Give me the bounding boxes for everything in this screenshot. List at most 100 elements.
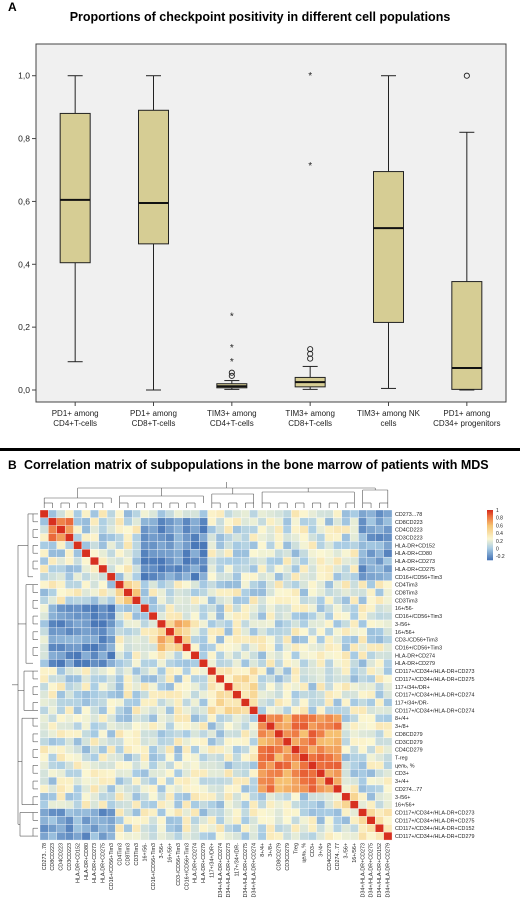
heatmap-cell <box>199 588 208 597</box>
row-label: 8+/4+ <box>395 716 409 722</box>
heatmap-cell <box>266 635 275 644</box>
heatmap-cell <box>73 651 83 660</box>
heatmap-cell <box>358 635 368 644</box>
heatmap-cell <box>207 753 217 762</box>
heatmap-cell <box>308 682 317 691</box>
heatmap-cell <box>106 800 116 809</box>
heatmap-cell <box>199 635 208 644</box>
heatmap-cell <box>182 611 192 621</box>
heatmap-cell <box>308 753 317 762</box>
heatmap-cell <box>341 580 351 589</box>
row-label: HLA-DR+CD275 <box>395 567 435 573</box>
heatmap-cell <box>165 611 175 621</box>
heatmap-cell <box>98 792 108 801</box>
heatmap-cell <box>115 517 125 526</box>
heatmap-cell <box>73 784 83 794</box>
heatmap-cell <box>199 674 208 684</box>
color-legend-swatch <box>487 557 493 560</box>
heatmap-cell <box>173 761 183 770</box>
heatmap-cell <box>190 745 200 754</box>
heatmap-cell <box>90 580 99 589</box>
row-label: CD117+/CD34+/HLA-DR+CD279 <box>395 834 474 840</box>
heatmap-cell <box>224 792 233 801</box>
heatmap-cell <box>182 816 192 825</box>
heatmap-cell <box>324 753 334 762</box>
heatmap-cell <box>123 611 133 621</box>
heatmap-cell <box>333 580 342 589</box>
heatmap-cell <box>165 596 175 605</box>
color-legend: 10.80.60.40.20-0.2 <box>487 508 505 561</box>
heatmap-cell <box>232 831 242 841</box>
column-label: CD117+/CD34+/HLA-DR+CD274 <box>251 843 257 898</box>
heatmap-cell <box>224 800 233 809</box>
color-legend-swatch <box>487 526 493 528</box>
heatmap-cell <box>39 659 49 668</box>
heatmap-cell <box>232 659 242 668</box>
heatmap-cell <box>232 533 242 542</box>
color-legend-swatch <box>487 553 493 556</box>
heatmap-cell <box>207 690 217 699</box>
heatmap-cell <box>73 509 83 519</box>
heatmap-cell <box>375 627 384 636</box>
heatmap-cell <box>140 816 150 825</box>
color-legend-label: 1 <box>496 508 499 514</box>
heatmap-cell <box>106 611 116 621</box>
heatmap-cell <box>207 604 217 613</box>
heatmap-cell <box>132 651 141 660</box>
heatmap-cell <box>157 517 166 526</box>
heatmap-cell <box>56 588 66 597</box>
heatmap-cell <box>324 831 334 841</box>
heatmap-cell <box>224 604 233 613</box>
heatmap-cell <box>56 816 66 825</box>
heatmap-cell <box>64 721 74 731</box>
column-label: CD8Tim3 <box>126 843 132 866</box>
heatmap-cell <box>383 769 393 778</box>
heatmap-cell <box>308 572 317 581</box>
heatmap-cell <box>123 682 133 691</box>
heatmap-cell <box>282 517 292 526</box>
heatmap-cell <box>140 509 150 519</box>
heatmap-cell <box>366 666 376 676</box>
heatmap-cell <box>383 627 393 636</box>
row-label: CD4CD279 <box>395 748 423 754</box>
heatmap-cell <box>115 816 125 825</box>
heatmap-cell <box>98 769 108 778</box>
heatmap-cell <box>140 690 150 699</box>
heatmap-cell <box>383 737 393 746</box>
heatmap-cell <box>249 800 259 809</box>
heatmap-cell <box>39 729 49 739</box>
heatmap-cell <box>207 541 217 550</box>
heatmap-cell <box>358 564 368 574</box>
heatmap-cell <box>106 776 116 786</box>
heatmap-cell <box>224 698 233 707</box>
heatmap-cell <box>366 556 376 566</box>
heatmap-cell <box>173 627 183 636</box>
heatmap-cell <box>157 769 166 778</box>
heatmap-cell <box>257 729 267 739</box>
heatmap-cell <box>90 690 99 699</box>
heatmap-cell <box>64 588 74 597</box>
heatmap-cell <box>190 556 200 566</box>
heatmap-cell <box>333 635 342 644</box>
heatmap-cell <box>240 659 250 668</box>
heatmap-cell <box>90 721 99 731</box>
heatmap-cell <box>291 800 301 809</box>
color-legend-swatch <box>487 545 493 547</box>
heatmap-cell <box>232 517 242 526</box>
row-label: CD117+/CD34+/HLA-DR+CD274 <box>395 708 474 714</box>
heatmap-cell <box>73 753 83 762</box>
heatmap-cell <box>165 745 175 754</box>
heatmap-cell <box>140 776 150 786</box>
heatmap-cell <box>123 549 133 558</box>
heatmap-cell <box>98 651 108 660</box>
heatmap-cell <box>115 729 125 739</box>
column-label: CD16+/CD56+Tim3 <box>184 843 190 890</box>
heatmap-cell <box>299 706 309 715</box>
heatmap-cell <box>115 533 125 542</box>
heatmap-cell <box>123 525 133 534</box>
heatmap-cell <box>299 721 309 731</box>
heatmap-cell <box>73 635 83 644</box>
heatmap-cell <box>240 541 250 550</box>
heatmap-cell <box>64 517 74 526</box>
heatmap-cell <box>56 784 66 794</box>
